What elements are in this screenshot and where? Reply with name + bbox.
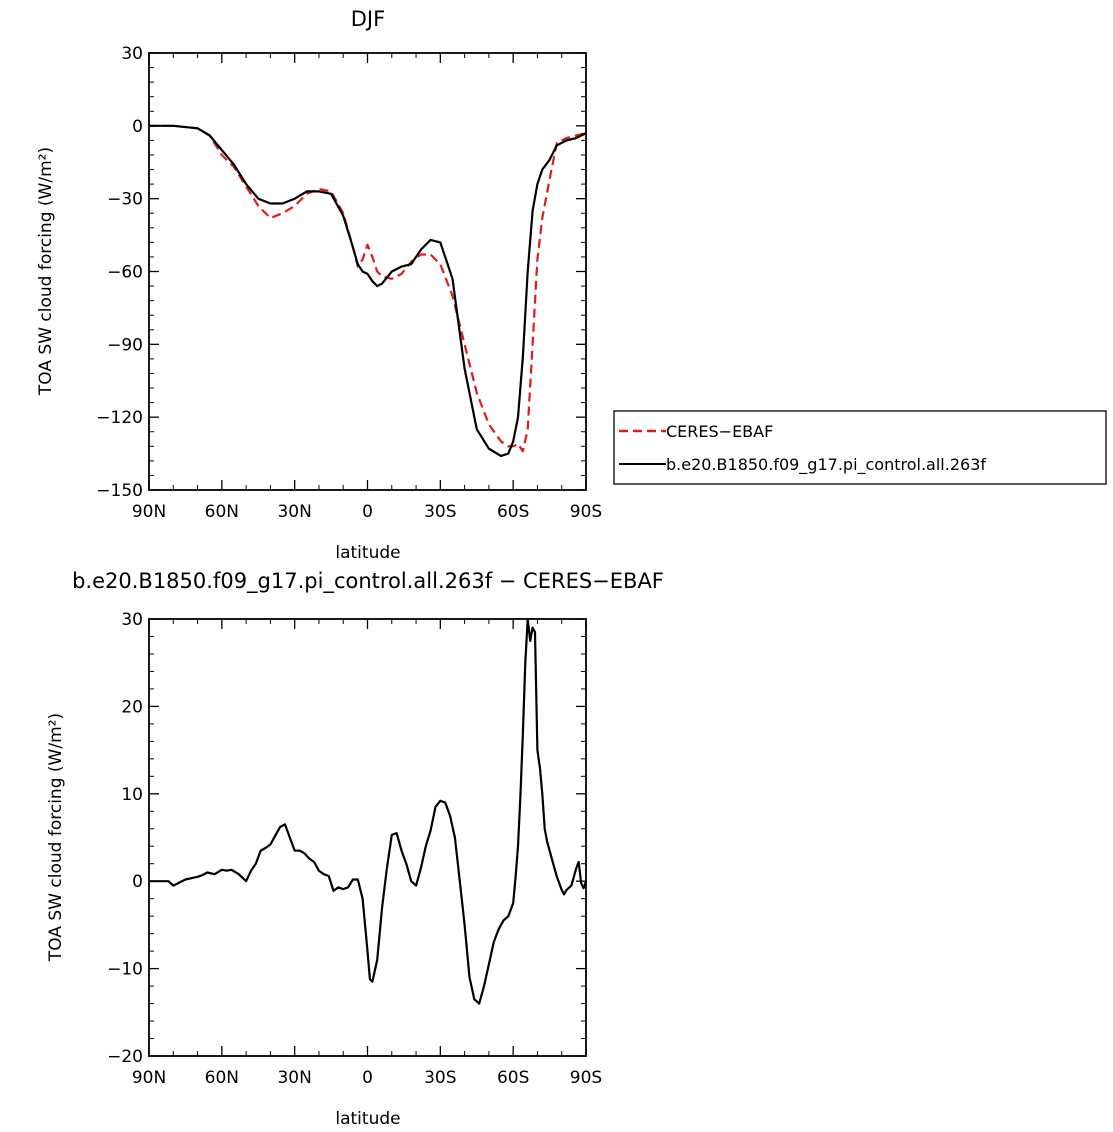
bottom-panel-title: b.e20.B1850.f09_g17.pi_control.all.263f … [72,569,664,594]
bottom-panel-series [149,617,588,1005]
top-panel-series-line-1 [149,124,587,458]
bottom-panel-xlabel: latitude [335,1109,400,1129]
top-panel-xlabel: latitude [335,543,400,563]
top-panel-xtick-label: 90N [132,502,166,522]
bottom-panel-xtick-label: 30S [424,1068,456,1088]
bottom-panel-ytick-label: −20 [107,1047,143,1067]
top-panel-axes: 90N 60N 30N 0 30S 60S 90S −150 −120 −90 −60 −30 0 30 [96,44,602,522]
top-panel-xtick-label: 60S [497,502,529,522]
bottom-panel-xtick-label: 60S [497,1068,529,1088]
top-panel-djf: DJF 90N 60N 30N 0 30S 60S 90S −150 −120 −90 −60 −30… [36,7,602,563]
bottom-panel-ytick-label: 0 [132,872,143,892]
top-panel-series [149,124,587,458]
top-panel-ytick-label: −60 [107,263,143,283]
top-panel-xtick-label: 60N [205,502,239,522]
bottom-panel-axes: 90N 60N 30N 0 30S 60S 90S −20 −10 0 10 20 30 [107,610,602,1088]
top-panel-series-line-0 [149,124,587,453]
bottom-panel-xtick-label: 60N [205,1068,239,1088]
top-panel-ytick-label: 30 [121,44,143,64]
top-panel-xtick-label: 30S [424,502,456,522]
legend-box [613,410,1107,485]
legend-model-label: b.e20.B1850.f09_g17.pi_control.all.263f [666,455,986,475]
top-panel-ytick-label: −120 [96,408,143,428]
bottom-panel-xtick-label: 0 [362,1068,373,1088]
bottom-panel-xtick-label: 30N [277,1068,311,1088]
bottom-panel-frame [148,618,587,1057]
bottom-panel-ytick-label: 20 [121,697,143,717]
top-panel-xtick-label: 90S [570,502,602,522]
bottom-panel-ytick-label: −10 [107,960,143,980]
bottom-panel-xtick-label: 90S [570,1068,602,1088]
bottom-panel-series-line-0 [149,617,588,1005]
top-panel-title: DJF [351,7,385,31]
top-panel-ylabel: TOA SW cloud forcing (W/m²) [36,147,56,396]
bottom-panel-ylabel: TOA SW cloud forcing (W/m²) [46,713,66,962]
top-panel-ytick-label: −90 [107,335,143,355]
legend: CERES−EBAF b.e20.B1850.f09_g17.pi_contro… [613,410,1107,485]
top-panel-ytick-label: −30 [107,190,143,210]
top-panel-xtick-label: 0 [362,502,373,522]
bottom-panel-ytick-label: 30 [121,610,143,630]
bottom-panel-ytick-label: 10 [121,785,143,805]
bottom-panel-difference: b.e20.B1850.f09_g17.pi_control.all.263f … [46,569,664,1129]
bottom-panel-xtick-label: 90N [132,1068,166,1088]
top-panel-xtick-label: 30N [277,502,311,522]
legend-ceres-label: CERES−EBAF [666,422,773,441]
top-panel-ytick-label: 0 [132,117,143,137]
top-panel-frame [148,52,587,491]
top-panel-ytick-label: −150 [96,481,143,501]
